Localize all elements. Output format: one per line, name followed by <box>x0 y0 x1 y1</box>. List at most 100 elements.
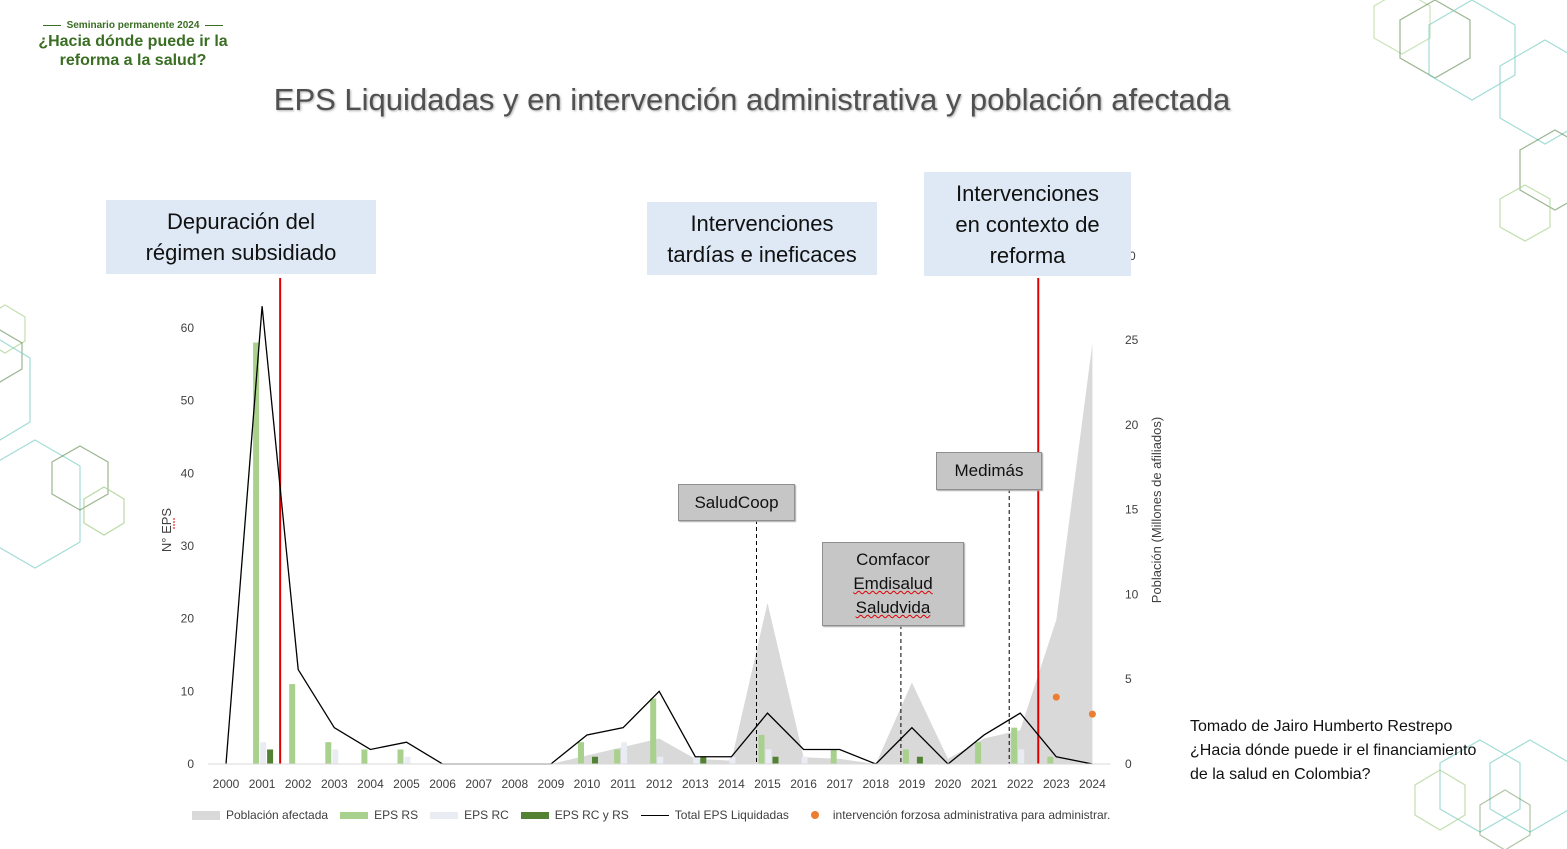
x-tick-label-2001: 2001 <box>249 777 276 791</box>
x-tick-label-2021: 2021 <box>971 777 998 791</box>
bar-eps-rc-2011 <box>621 742 628 764</box>
x-tick-label-2014: 2014 <box>718 777 745 791</box>
y2-tick-label-5: 5 <box>1125 672 1132 686</box>
y-tick-label-0: 0 <box>187 757 194 771</box>
annotation-comfacor: Comfacor <box>856 550 930 569</box>
callout-tardias: Intervenciones tardías e ineficaces <box>647 202 877 275</box>
bar-eps-rs-2003 <box>325 742 332 764</box>
x-tick-label-2003: 2003 <box>321 777 348 791</box>
legend-label-poblacion: Población afectada <box>226 808 329 822</box>
legend-poblacion: Población afectada <box>192 808 328 822</box>
source-note: Tomado de Jairo Humberto Restrepo ¿Hacia… <box>1190 715 1530 787</box>
y2-tick-label-20: 20 <box>1125 418 1139 432</box>
callout-reforma-line-2: en contexto de <box>955 211 1100 237</box>
x-tick-label-2008: 2008 <box>501 777 528 791</box>
point-intervencion-2023 <box>1052 693 1060 701</box>
x-tick-label-2005: 2005 <box>393 777 420 791</box>
bar-eps-rs-2023 <box>1047 756 1054 764</box>
legend-intervencion: intervención forzosa administrativa para… <box>801 808 1110 822</box>
legend-swatch-eps-rc-rs <box>520 811 549 819</box>
callout-tardias-line-2: tardías e ineficaces <box>667 241 857 267</box>
callout-depuracion: Depuración del régimen subsidiado <box>106 200 376 274</box>
legend-label-total: Total EPS Liquidadas <box>674 808 789 822</box>
y-tick-label-20: 20 <box>181 612 195 626</box>
annotation-medimas-label: Medimás <box>954 461 1024 480</box>
annotation-saludcoop-label: SaludCoop <box>694 492 779 512</box>
bar-eps-rs-2019 <box>902 749 909 764</box>
y-tick-label-30: 30 <box>181 539 195 553</box>
x-tick-label-2018: 2018 <box>862 777 889 791</box>
bar-eps-rc-rs-2019 <box>916 756 923 764</box>
bar-eps-rc-rs-2001 <box>267 749 274 764</box>
x-tick-label-2023: 2023 <box>1043 777 1070 791</box>
y2-tick-label-15: 15 <box>1125 503 1139 517</box>
legend-label-eps-rc-rs: EPS RC y RS <box>554 808 629 822</box>
bar-eps-rc-rs-2013 <box>700 756 707 764</box>
x-tick-label-2020: 2020 <box>935 777 962 791</box>
x-tick-label-2016: 2016 <box>790 777 817 791</box>
bar-eps-rs-2011 <box>614 749 621 764</box>
legend-swatch-total <box>640 814 669 816</box>
callout-depuracion-line-2: régimen subsidiado <box>145 240 337 265</box>
y2-axis-title: Población (Millones de afiliados) <box>1149 417 1164 603</box>
callout-reforma-line-1: Intervenciones <box>955 180 1100 206</box>
legend-swatch-eps-rc <box>430 811 459 819</box>
point-intervencion-2024 <box>1088 710 1096 718</box>
legend-eps-rc-rs: EPS RC y RS <box>520 808 629 822</box>
slide-title: EPS Liquidadas y en intervención adminis… <box>273 82 1231 117</box>
annotation-saludvida: Saludvida <box>855 598 931 617</box>
x-tick-label-2006: 2006 <box>429 777 456 791</box>
source-line-3: de la salud en Colombia? <box>1190 766 1371 783</box>
source-line-1: Tomado de Jairo Humberto Restrepo <box>1190 718 1453 735</box>
x-tick-label-2004: 2004 <box>357 777 384 791</box>
callout-reforma: Intervenciones en contexto de reforma <box>924 172 1131 276</box>
x-tick-label-2015: 2015 <box>754 777 781 791</box>
bar-eps-rc-rs-2015 <box>772 756 779 764</box>
bar-eps-rs-2022 <box>1011 727 1018 764</box>
legend-swatch-poblacion <box>192 810 220 820</box>
line-layer <box>225 306 1096 765</box>
bar-eps-rs-2017 <box>830 749 837 764</box>
legend-swatch-intervencion <box>810 811 819 819</box>
x-tick-label-2019: 2019 <box>899 777 926 791</box>
bar-layer <box>253 342 1054 764</box>
x-tick-label-2022: 2022 <box>1007 777 1034 791</box>
bar-eps-rc-2003 <box>332 749 339 764</box>
legend-label-eps-rs: EPS RS <box>374 808 419 822</box>
bar-eps-rc-rs-2010 <box>592 756 598 764</box>
annotation-emdisalud: Emdisalud <box>853 574 933 593</box>
x-tick-label-2009: 2009 <box>538 777 565 791</box>
bar-eps-rs-2015 <box>758 734 765 764</box>
x-tick-label-2017: 2017 <box>826 777 853 791</box>
bar-eps-rc-2001 <box>260 742 267 764</box>
bar-eps-rc-2014 <box>729 756 736 764</box>
y-tick-label-60: 60 <box>181 321 195 335</box>
legend-swatch-eps-rs <box>340 811 369 819</box>
bar-eps-rc-2012 <box>657 756 664 764</box>
seminar-line-2: ¿Hacia dónde puede ir la <box>38 33 228 50</box>
seminar-line-1: Seminario permanente 2024 <box>66 20 200 31</box>
bar-eps-rc-2013 <box>693 756 700 764</box>
callout-reforma-line-3: reforma <box>989 242 1066 268</box>
bar-eps-rs-2001 <box>253 342 260 764</box>
annotation-saludcoop: SaludCoop <box>678 484 795 521</box>
x-tick-label-2013: 2013 <box>682 777 709 791</box>
bar-eps-rc-2015 <box>765 749 772 764</box>
y2-tick-label-25: 25 <box>1125 333 1139 347</box>
y-axis-title: N° EPS <box>159 508 174 553</box>
axis-layer: 2000 2001 2002 2003 2004 2005 2006 2007 2008 2009… <box>181 249 1139 791</box>
bar-eps-rs-2002 <box>289 684 296 764</box>
x-tick-label-2000: 2000 <box>213 777 240 791</box>
y2-tick-label-10: 10 <box>1125 587 1139 601</box>
legend-label-intervencion: intervención forzosa administrativa para… <box>832 808 1111 822</box>
legend-label-eps-rc: EPS RC <box>464 808 509 822</box>
y-tick-label-40: 40 <box>181 466 195 480</box>
marker-layer <box>279 278 1040 764</box>
x-tick-label-2011: 2011 <box>610 777 636 791</box>
chart-legend: Población afectada EPS RS EPS RC EPS RC … <box>192 808 1122 822</box>
x-tick-label-2024: 2024 <box>1079 777 1106 791</box>
bar-eps-rs-2005 <box>397 749 404 764</box>
bar-eps-rs-2021 <box>975 742 982 764</box>
